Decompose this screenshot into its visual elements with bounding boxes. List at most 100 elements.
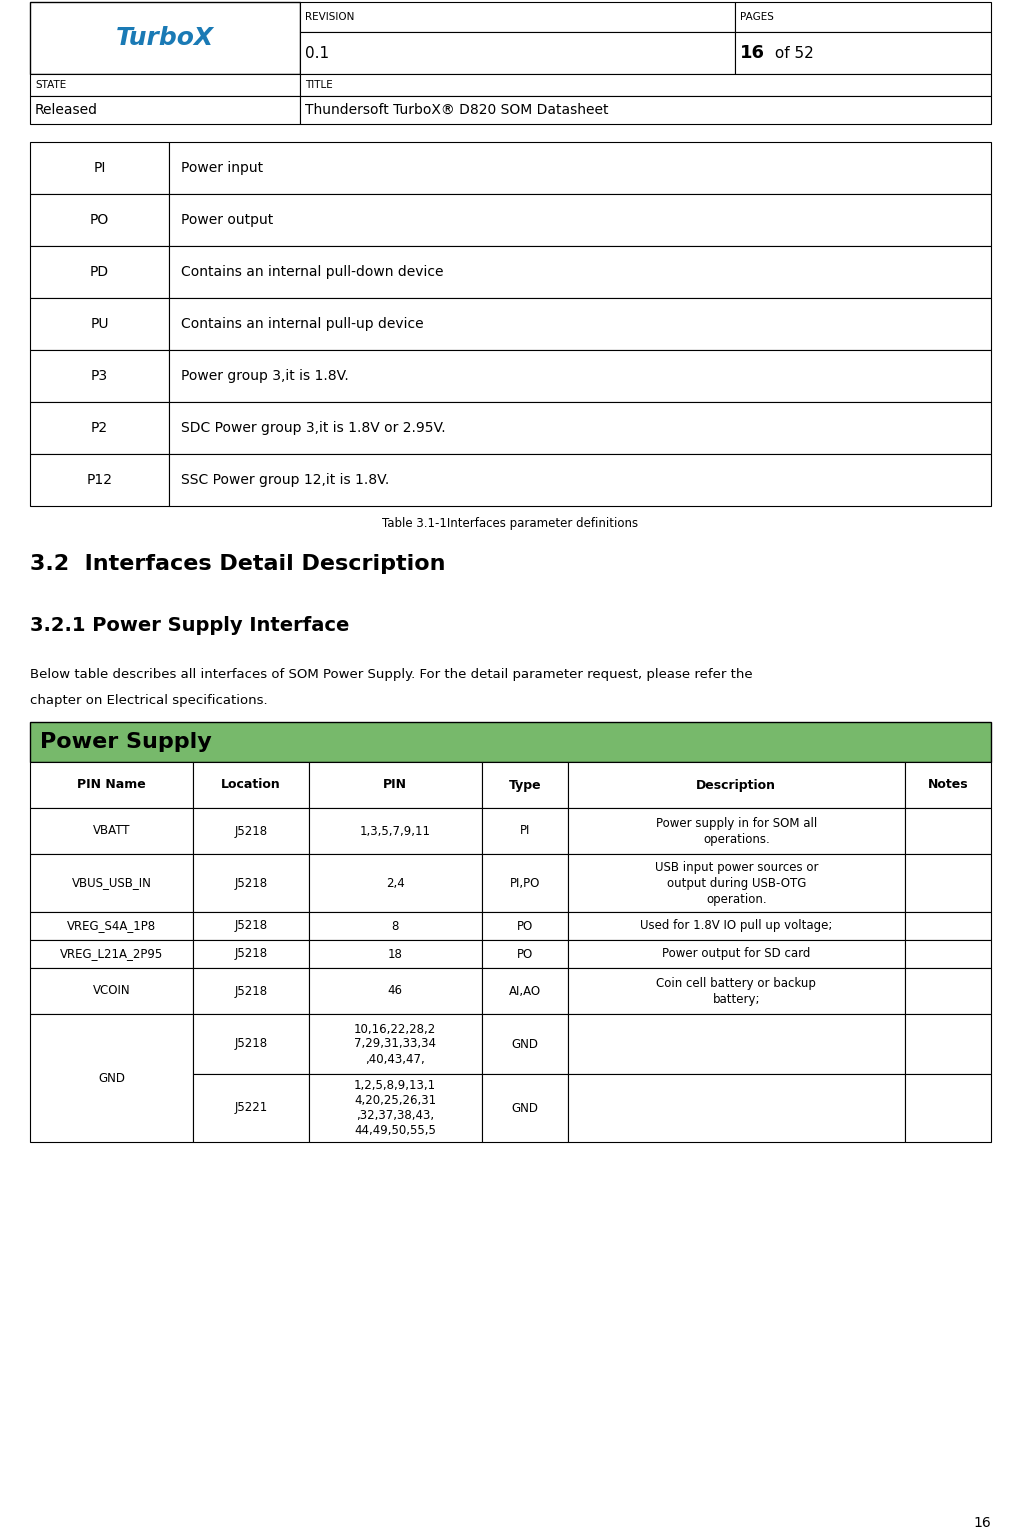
Text: Below table describes all interfaces of SOM Power Supply. For the detail paramet: Below table describes all interfaces of … <box>30 668 752 681</box>
Text: VCOIN: VCOIN <box>93 984 131 998</box>
Text: 0.1: 0.1 <box>305 46 329 60</box>
Text: GND: GND <box>512 1101 538 1115</box>
Bar <box>482 1013 568 1073</box>
Bar <box>308 912 482 939</box>
Bar <box>30 350 169 402</box>
Bar <box>30 142 169 194</box>
Text: 44,49,50,55,5: 44,49,50,55,5 <box>354 1124 436 1137</box>
Bar <box>482 808 568 855</box>
Text: PI: PI <box>520 824 530 838</box>
Text: 1,2,5,8,9,13,1: 1,2,5,8,9,13,1 <box>354 1080 436 1092</box>
Bar <box>169 142 991 194</box>
Text: AI,AO: AI,AO <box>508 984 541 998</box>
Text: PU: PU <box>90 317 109 331</box>
Text: J5218: J5218 <box>235 824 268 838</box>
Text: Coin cell battery or backup: Coin cell battery or backup <box>657 976 816 990</box>
Text: 2,4: 2,4 <box>386 876 404 890</box>
Text: Power output: Power output <box>181 213 274 226</box>
Bar <box>300 2 735 32</box>
Text: SSC Power group 12,it is 1.8V.: SSC Power group 12,it is 1.8V. <box>181 473 389 487</box>
Text: TurboX: TurboX <box>116 26 214 49</box>
Bar <box>30 246 169 299</box>
Bar <box>308 939 482 969</box>
Bar <box>905 762 991 808</box>
Text: VREG_L21A_2P95: VREG_L21A_2P95 <box>60 947 163 961</box>
Bar <box>169 350 991 402</box>
Bar <box>568 1013 905 1073</box>
Text: J5218: J5218 <box>235 876 268 890</box>
Bar <box>169 299 991 350</box>
Bar <box>30 299 169 350</box>
Bar <box>30 722 991 762</box>
Bar <box>735 2 991 32</box>
Text: VBATT: VBATT <box>93 824 131 838</box>
Bar <box>30 402 169 454</box>
Bar <box>308 1013 482 1073</box>
Bar <box>568 1073 905 1143</box>
Bar <box>482 855 568 912</box>
Text: J5218: J5218 <box>235 947 268 961</box>
Bar <box>568 855 905 912</box>
Text: J5221: J5221 <box>235 1101 268 1115</box>
Text: PO: PO <box>90 213 109 226</box>
Bar <box>308 969 482 1013</box>
Text: Power output for SD card: Power output for SD card <box>663 947 811 961</box>
Text: J5218: J5218 <box>235 1038 268 1050</box>
Text: 3.2  Interfaces Detail Description: 3.2 Interfaces Detail Description <box>30 554 445 574</box>
Bar <box>568 762 905 808</box>
Text: battery;: battery; <box>713 992 760 1006</box>
Text: of 52: of 52 <box>770 46 814 60</box>
Text: PI: PI <box>93 162 106 176</box>
Text: P12: P12 <box>87 473 112 487</box>
Text: TITLE: TITLE <box>305 80 333 89</box>
Bar <box>193 855 308 912</box>
Text: Used for 1.8V IO pull up voltage;: Used for 1.8V IO pull up voltage; <box>640 919 832 933</box>
Bar <box>482 912 568 939</box>
Text: J5218: J5218 <box>235 919 268 933</box>
Bar <box>30 74 300 95</box>
Bar <box>905 969 991 1013</box>
Bar <box>193 808 308 855</box>
Bar <box>905 912 991 939</box>
Text: Thundersoft TurboX® D820 SOM Datasheet: Thundersoft TurboX® D820 SOM Datasheet <box>305 103 609 117</box>
Text: Contains an internal pull-up device: Contains an internal pull-up device <box>181 317 424 331</box>
Bar <box>308 1073 482 1143</box>
Bar <box>482 939 568 969</box>
Text: P3: P3 <box>91 370 108 383</box>
Text: Released: Released <box>35 103 98 117</box>
Text: J5218: J5218 <box>235 984 268 998</box>
Text: 8: 8 <box>391 919 399 933</box>
Bar <box>30 1013 193 1143</box>
Bar <box>568 912 905 939</box>
Bar <box>169 402 991 454</box>
Bar <box>30 762 193 808</box>
Bar <box>30 95 300 125</box>
Text: PIN: PIN <box>383 779 407 792</box>
Bar <box>193 762 308 808</box>
Bar <box>30 939 193 969</box>
Bar <box>308 808 482 855</box>
Bar <box>193 912 308 939</box>
Bar <box>169 246 991 299</box>
Bar <box>905 939 991 969</box>
Bar <box>193 969 308 1013</box>
Text: GND: GND <box>512 1038 538 1050</box>
Text: Power input: Power input <box>181 162 263 176</box>
Text: USB input power sources or: USB input power sources or <box>654 861 818 873</box>
Text: STATE: STATE <box>35 80 66 89</box>
Text: Contains an internal pull-down device: Contains an internal pull-down device <box>181 265 443 279</box>
Bar <box>735 32 991 74</box>
Text: 16: 16 <box>740 45 765 62</box>
Text: PI,PO: PI,PO <box>509 876 540 890</box>
Text: Power supply in for SOM all: Power supply in for SOM all <box>655 816 817 830</box>
Bar <box>905 855 991 912</box>
Bar <box>30 194 169 246</box>
Bar <box>30 454 169 507</box>
Bar <box>568 969 905 1013</box>
Text: 7,29,31,33,34: 7,29,31,33,34 <box>354 1038 436 1050</box>
Text: 10,16,22,28,2: 10,16,22,28,2 <box>354 1023 436 1035</box>
Bar <box>193 939 308 969</box>
Text: ,32,37,38,43,: ,32,37,38,43, <box>356 1109 434 1123</box>
Bar <box>30 969 193 1013</box>
Bar <box>30 855 193 912</box>
